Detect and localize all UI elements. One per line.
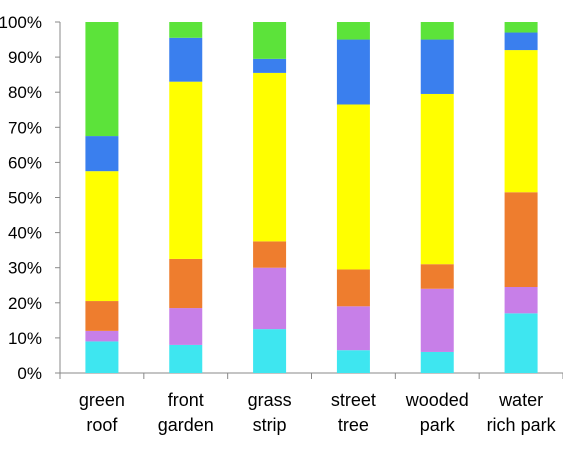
bar-segment xyxy=(336,306,370,351)
y-tick-label: 50% xyxy=(8,189,42,208)
bar-segment xyxy=(504,313,538,373)
bar-segment xyxy=(253,267,287,330)
bar-segment xyxy=(504,50,538,193)
y-tick-label: 70% xyxy=(8,118,42,137)
bar-segment xyxy=(504,287,538,314)
bar-segment xyxy=(169,308,203,345)
bar-segment xyxy=(420,22,454,40)
bar-segment xyxy=(85,301,119,331)
category-label: front xyxy=(168,390,204,410)
bar-segment xyxy=(336,350,370,373)
bar-segment xyxy=(253,241,287,268)
bar-segment xyxy=(253,329,287,373)
bar-segment xyxy=(85,330,119,342)
bar-segment xyxy=(253,72,287,242)
y-tick-label: 10% xyxy=(8,329,42,348)
bar-segment xyxy=(169,81,203,259)
bar-segment xyxy=(169,37,203,82)
bar-segment xyxy=(420,93,454,265)
bar-segment xyxy=(504,32,538,51)
category-label: green xyxy=(79,390,125,410)
category-label: water xyxy=(498,390,543,410)
category-label: park xyxy=(420,415,456,435)
category-label: strip xyxy=(253,415,287,435)
y-tick-label: 20% xyxy=(8,294,42,313)
category-label: grass xyxy=(248,390,292,410)
bar-segment xyxy=(336,22,370,40)
bar-segment xyxy=(504,22,538,33)
bar-segment xyxy=(420,288,454,352)
bar-segment xyxy=(169,344,203,373)
bar-segment xyxy=(336,269,370,307)
bar-segment xyxy=(85,22,119,137)
category-label: rich park xyxy=(487,415,557,435)
bar-segment xyxy=(169,22,203,38)
y-tick-label: 80% xyxy=(8,83,42,102)
bars xyxy=(85,22,538,373)
bar-segment xyxy=(85,171,119,302)
x-axis: green roof front garden grass strip street tree… xyxy=(59,372,563,435)
category-label: street xyxy=(331,390,376,410)
bar-segment xyxy=(85,341,119,373)
category-label: roof xyxy=(86,415,118,435)
bar-segment xyxy=(420,351,454,373)
bar-segment xyxy=(169,258,203,309)
y-tick-label: 90% xyxy=(8,48,42,67)
y-tick-label: 40% xyxy=(8,224,42,243)
bar-segment xyxy=(504,192,538,288)
bar-segment xyxy=(85,136,119,172)
y-tick-label: 0% xyxy=(17,364,42,383)
category-label: tree xyxy=(338,415,369,435)
bar-segment xyxy=(336,104,370,270)
category-label: wooded xyxy=(405,390,469,410)
bar-segment xyxy=(336,39,370,105)
y-tick-label: 30% xyxy=(8,259,42,278)
y-tick-label: 60% xyxy=(8,153,42,172)
y-tick-label: 100% xyxy=(0,13,42,32)
bar-segment xyxy=(253,22,287,59)
category-label: garden xyxy=(158,415,214,435)
bar-segment xyxy=(420,39,454,94)
bar-segment xyxy=(253,58,287,73)
bar-segment xyxy=(420,264,454,289)
y-axis: 0% 10% 20% 30% 40% 50% 60% 70% 80% 90% 100% xyxy=(0,13,61,383)
